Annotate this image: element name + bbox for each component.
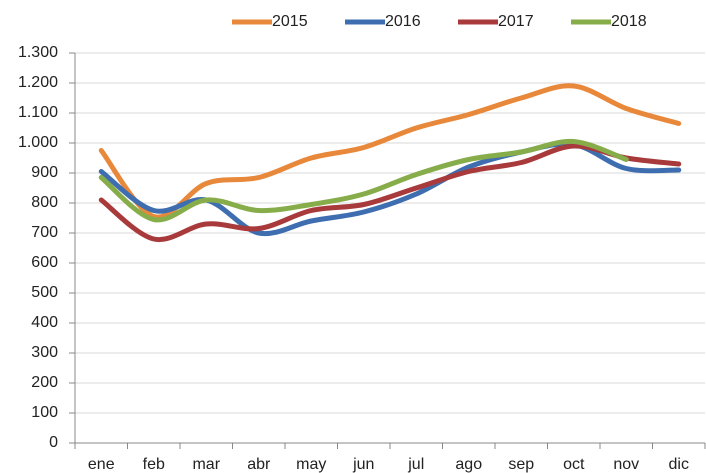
x-tick-label: dic bbox=[669, 456, 689, 473]
x-tick-label: mar bbox=[192, 456, 220, 473]
y-tick-label: 200 bbox=[31, 374, 58, 391]
series-line bbox=[98, 143, 682, 243]
x-tick-label: may bbox=[296, 456, 326, 473]
y-tick-label: 1.000 bbox=[18, 134, 58, 151]
y-tick-label: 1.200 bbox=[18, 74, 58, 91]
y-tick-label: 300 bbox=[31, 344, 58, 361]
y-tick-label: 1.100 bbox=[18, 104, 58, 121]
x-tick-label: ago bbox=[455, 456, 482, 473]
y-tick-label: 0 bbox=[49, 434, 58, 451]
x-tick-label: jun bbox=[352, 456, 374, 473]
series-line bbox=[98, 83, 682, 220]
x-tick-label: jul bbox=[407, 456, 424, 473]
y-tick-label: 1.300 bbox=[18, 44, 58, 61]
legend-label: 2015 bbox=[272, 13, 308, 30]
x-tick-label: feb bbox=[143, 456, 165, 473]
x-tick-label: abr bbox=[247, 456, 271, 473]
y-tick-label: 800 bbox=[31, 194, 58, 211]
x-tick-label: nov bbox=[613, 456, 639, 473]
y-tick-label: 100 bbox=[31, 404, 58, 421]
x-tick-label: oct bbox=[563, 456, 585, 473]
y-tick-label: 400 bbox=[31, 314, 58, 331]
y-tick-label: 700 bbox=[31, 224, 58, 241]
legend-label: 2018 bbox=[611, 13, 647, 30]
series-line bbox=[98, 141, 682, 237]
x-tick-label: sep bbox=[508, 456, 534, 473]
y-tick-label: 900 bbox=[31, 164, 58, 181]
series-line bbox=[98, 138, 629, 223]
y-tick-label: 600 bbox=[31, 254, 58, 271]
x-tick-label: ene bbox=[88, 456, 115, 473]
legend-label: 2016 bbox=[385, 13, 421, 30]
legend-label: 2017 bbox=[498, 13, 534, 30]
y-tick-label: 500 bbox=[31, 284, 58, 301]
